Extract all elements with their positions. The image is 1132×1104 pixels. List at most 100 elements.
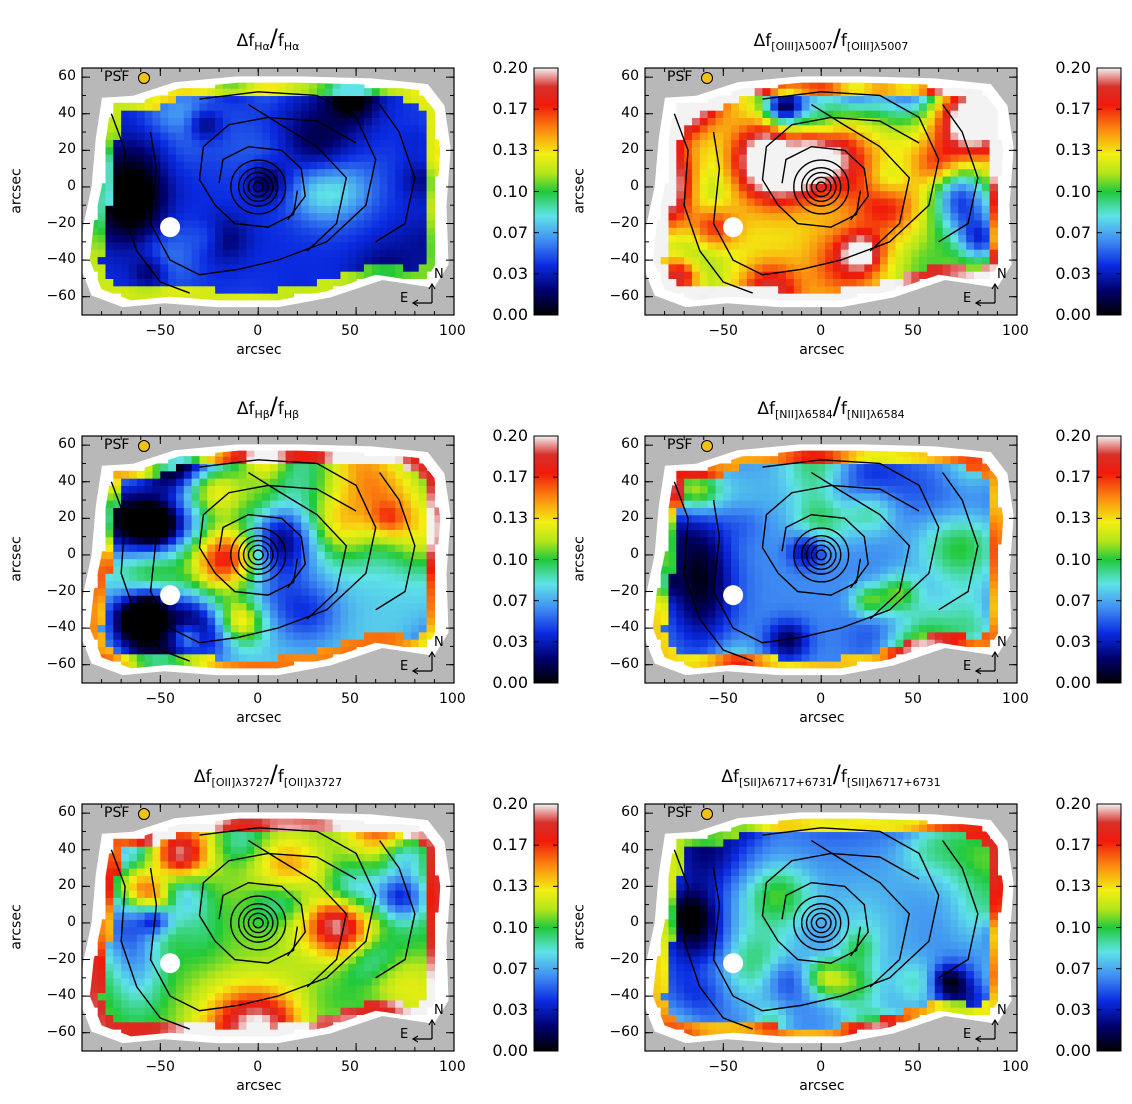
y-tick-label: −40 [609,251,639,268]
colorbar-tick-label: 0.13 [1055,876,1091,896]
colorbar-tick-label: 0.07 [1055,222,1091,242]
colorbar [1096,435,1122,684]
x-tick-label: 100 [1002,1059,1029,1075]
colorbar-tick-label: 0.03 [492,631,528,651]
y-tick-label: −60 [609,1023,639,1040]
x-tick-label: −50 [708,691,738,707]
x-tick-label: 50 [341,1059,359,1075]
coverage-edge [642,444,1014,676]
psf-label: PSF [104,437,130,453]
psf-marker [701,808,713,820]
title-delta: Δf [236,399,255,419]
contour-line [375,104,416,243]
heatmap-cells [652,82,1004,301]
contour-line [198,484,357,596]
x-axis-label: arcsec [799,342,845,358]
psf-marker [138,72,150,84]
colorbar-tick-label: 0.00 [492,305,528,324]
x-tick-label: −50 [145,323,175,339]
x-tick-label: 0 [816,323,826,339]
title-denominator-sub: Hα [283,40,300,53]
contour-line [375,840,416,979]
y-axis-label: arcsec [8,167,25,214]
y-tick-label: −60 [609,655,639,672]
x-tick-label: 0 [816,691,826,707]
intensity-contours [110,459,416,662]
masked-star [723,217,744,238]
psf-marker [138,440,150,452]
x-tick-label: 100 [439,323,466,339]
psf-label: PSF [667,805,693,821]
y-tick-label: 40 [621,840,639,857]
y-tick-label: 60 [58,804,76,821]
y-axis-label: arcsec [571,535,588,582]
psf-label: PSF [104,805,130,821]
y-axis-label: arcsec [571,167,588,214]
title-denominator-sub: [OIII]λ5007 [846,40,909,53]
contour-line [149,827,377,1012]
masked-star [160,217,181,238]
y-tick-label: 0 [630,913,639,930]
colorbar [1096,67,1122,316]
plot-background [82,804,454,1051]
coverage-edge [642,76,1014,308]
title-denominator-sub: [NII]λ6584 [846,408,905,421]
colorbar-tick-label: 0.00 [492,1041,528,1060]
y-tick-label: −40 [46,987,76,1004]
y-tick-label: 0 [67,913,76,930]
title-numerator-sub: [NII]λ6584 [774,408,833,421]
contour-line [110,113,190,294]
compass-north-label: N [997,635,1007,650]
y-axis-label: arcsec [8,903,25,950]
contour-line [248,103,348,252]
colorbar-tick-label: 0.07 [1055,590,1091,610]
y-tick-label: 20 [621,141,639,158]
colorbar-tick-label: 0.07 [492,958,528,978]
x-axis-label: arcsec [236,710,282,726]
east-arrowhead [411,667,419,675]
colorbar-tick-label: 0.07 [492,222,528,242]
y-tick-label: 0 [67,177,76,194]
heatmap-cells [652,818,1004,1037]
compass-north-label: N [434,635,444,650]
panel-title: Δf[SII]λ6717+6731/f[SII]λ6717+6731 [721,760,940,789]
y-tick-label: 20 [58,877,76,894]
y-tick-label: 40 [621,104,639,121]
contour-line [761,116,920,228]
north-arrowhead [991,650,999,658]
colorbar-tick-label: 0.10 [1055,917,1091,937]
north-arrowhead [428,282,436,290]
intensity-contours [673,91,979,294]
contour-line [761,484,920,596]
psf-marker [138,808,150,820]
contour-line [712,459,940,644]
x-tick-label: −50 [708,1059,738,1075]
colorbar [1096,803,1122,1052]
psf-label: PSF [104,69,130,85]
heatmap-cells [652,450,1004,669]
east-arrowhead [974,667,982,675]
y-tick-label: 60 [58,436,76,453]
colorbar-tick-label: 0.03 [1055,999,1091,1019]
contour-line [673,481,753,662]
colorbar-tick-label: 0.07 [492,590,528,610]
title-denominator-sub: [SII]λ6717+6731 [846,776,941,789]
compass-east-label: E [963,1027,972,1042]
title-delta: Δf [757,399,775,419]
x-tick-label: 0 [253,691,263,707]
y-tick-label: −40 [609,619,639,636]
masked-star [160,585,181,606]
y-tick-label: −60 [609,287,639,304]
title-delta: Δf [193,767,212,787]
coverage-edge [642,812,1014,1044]
plot-background [645,68,1017,315]
x-tick-label: −50 [145,691,175,707]
colorbar [533,67,559,316]
y-tick-label: 60 [58,68,76,85]
x-tick-label: −50 [145,1059,175,1075]
contour-line [781,881,869,957]
plot-frame [644,803,1018,1052]
masked-star [160,953,181,974]
colorbar-tick-label: 0.13 [492,140,528,160]
